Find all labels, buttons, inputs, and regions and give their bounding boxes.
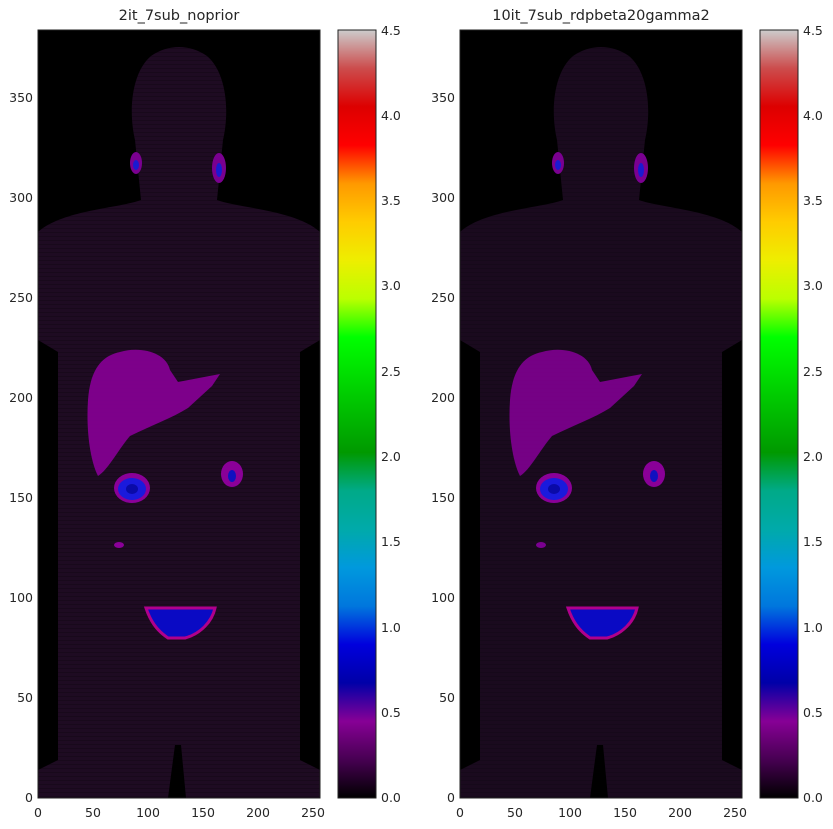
left-y-tick: 50 [17,690,33,705]
right-colorbar: 0.0 0.5 1.0 1.5 2.0 2.5 3.0 3.5 4.0 4.5 [759,23,823,805]
left-colorbar-tick: 0.5 [381,705,401,720]
left-y-tick: 250 [9,290,33,305]
left-y-tick: 200 [9,390,33,405]
left-y-tick: 300 [9,190,33,205]
right-colorbar-tick: 4.5 [803,23,823,38]
right-image-area [459,29,743,799]
right-colorbar-tick: 1.0 [803,620,823,635]
right-x-tick: 0 [456,805,464,820]
left-x-tick: 50 [85,805,101,820]
left-x-tick: 150 [191,805,215,820]
right-x-tick: 150 [613,805,637,820]
left-colorbar-tick: 0.0 [381,790,401,805]
right-y-tick: 150 [431,490,455,505]
right-liver-region [509,349,642,476]
left-hotspot-bladder [143,606,217,640]
right-y-axis: 0 50 100 150 200 250 300 350 [431,90,455,805]
right-colorbar-tick: 2.0 [803,449,823,464]
right-x-tick: 50 [507,805,523,820]
left-colorbar-tick: 1.5 [381,534,401,549]
left-image-area [37,29,321,799]
left-colorbar-tick: 2.5 [381,364,401,379]
right-y-tick: 100 [431,590,455,605]
left-panel-title: 2it_7sub_noprior [119,8,240,24]
left-y-tick: 100 [9,590,33,605]
right-y-tick: 200 [431,390,455,405]
left-y-axis: 0 50 100 150 200 250 300 350 [9,90,33,805]
right-x-tick: 100 [558,805,582,820]
right-x-tick: 200 [668,805,692,820]
left-x-axis: 0 50 100 150 200 250 [34,805,325,820]
right-colorbar-tick: 2.5 [803,364,823,379]
right-x-tick: 250 [723,805,747,820]
right-panel: 10it_7sub_rdpbeta20gamma2 0 50 100 150 2… [431,8,823,820]
right-panel-title: 10it_7sub_rdpbeta20gamma2 [492,8,710,24]
left-colorbar: 0.0 0.5 1.0 1.5 2.0 2.5 3.0 3.5 4.0 4.5 [337,23,401,805]
right-colorbar-tick: 3.0 [803,278,823,293]
left-y-tick: 350 [9,90,33,105]
left-colorbar-tick: 2.0 [381,449,401,464]
left-colorbar-tick: 4.5 [381,23,401,38]
right-y-tick: 350 [431,90,455,105]
right-colorbar-tick: 4.0 [803,108,823,123]
right-colorbar-tick: 3.5 [803,193,823,208]
right-y-tick: 250 [431,290,455,305]
right-hotspot-bladder [565,606,639,640]
left-x-tick: 0 [34,805,42,820]
left-y-tick: 0 [25,790,33,805]
right-colorbar-tick: 0.5 [803,705,823,720]
right-y-tick: 50 [439,690,455,705]
left-y-tick: 150 [9,490,33,505]
left-x-tick: 100 [136,805,160,820]
right-colorbar-tick: 0.0 [803,790,823,805]
left-x-tick: 250 [301,805,325,820]
left-panel: 2it_7sub_noprior [9,8,401,820]
right-colorbar-tick: 1.5 [803,534,823,549]
left-colorbar-tick: 3.5 [381,193,401,208]
left-colorbar-tick: 4.0 [381,108,401,123]
left-colorbar-tick: 1.0 [381,620,401,635]
right-x-axis: 0 50 100 150 200 250 [456,805,747,820]
right-y-tick: 0 [447,790,455,805]
right-y-tick: 300 [431,190,455,205]
left-x-tick: 200 [246,805,270,820]
left-colorbar-tick: 3.0 [381,278,401,293]
left-liver-region [87,349,221,476]
